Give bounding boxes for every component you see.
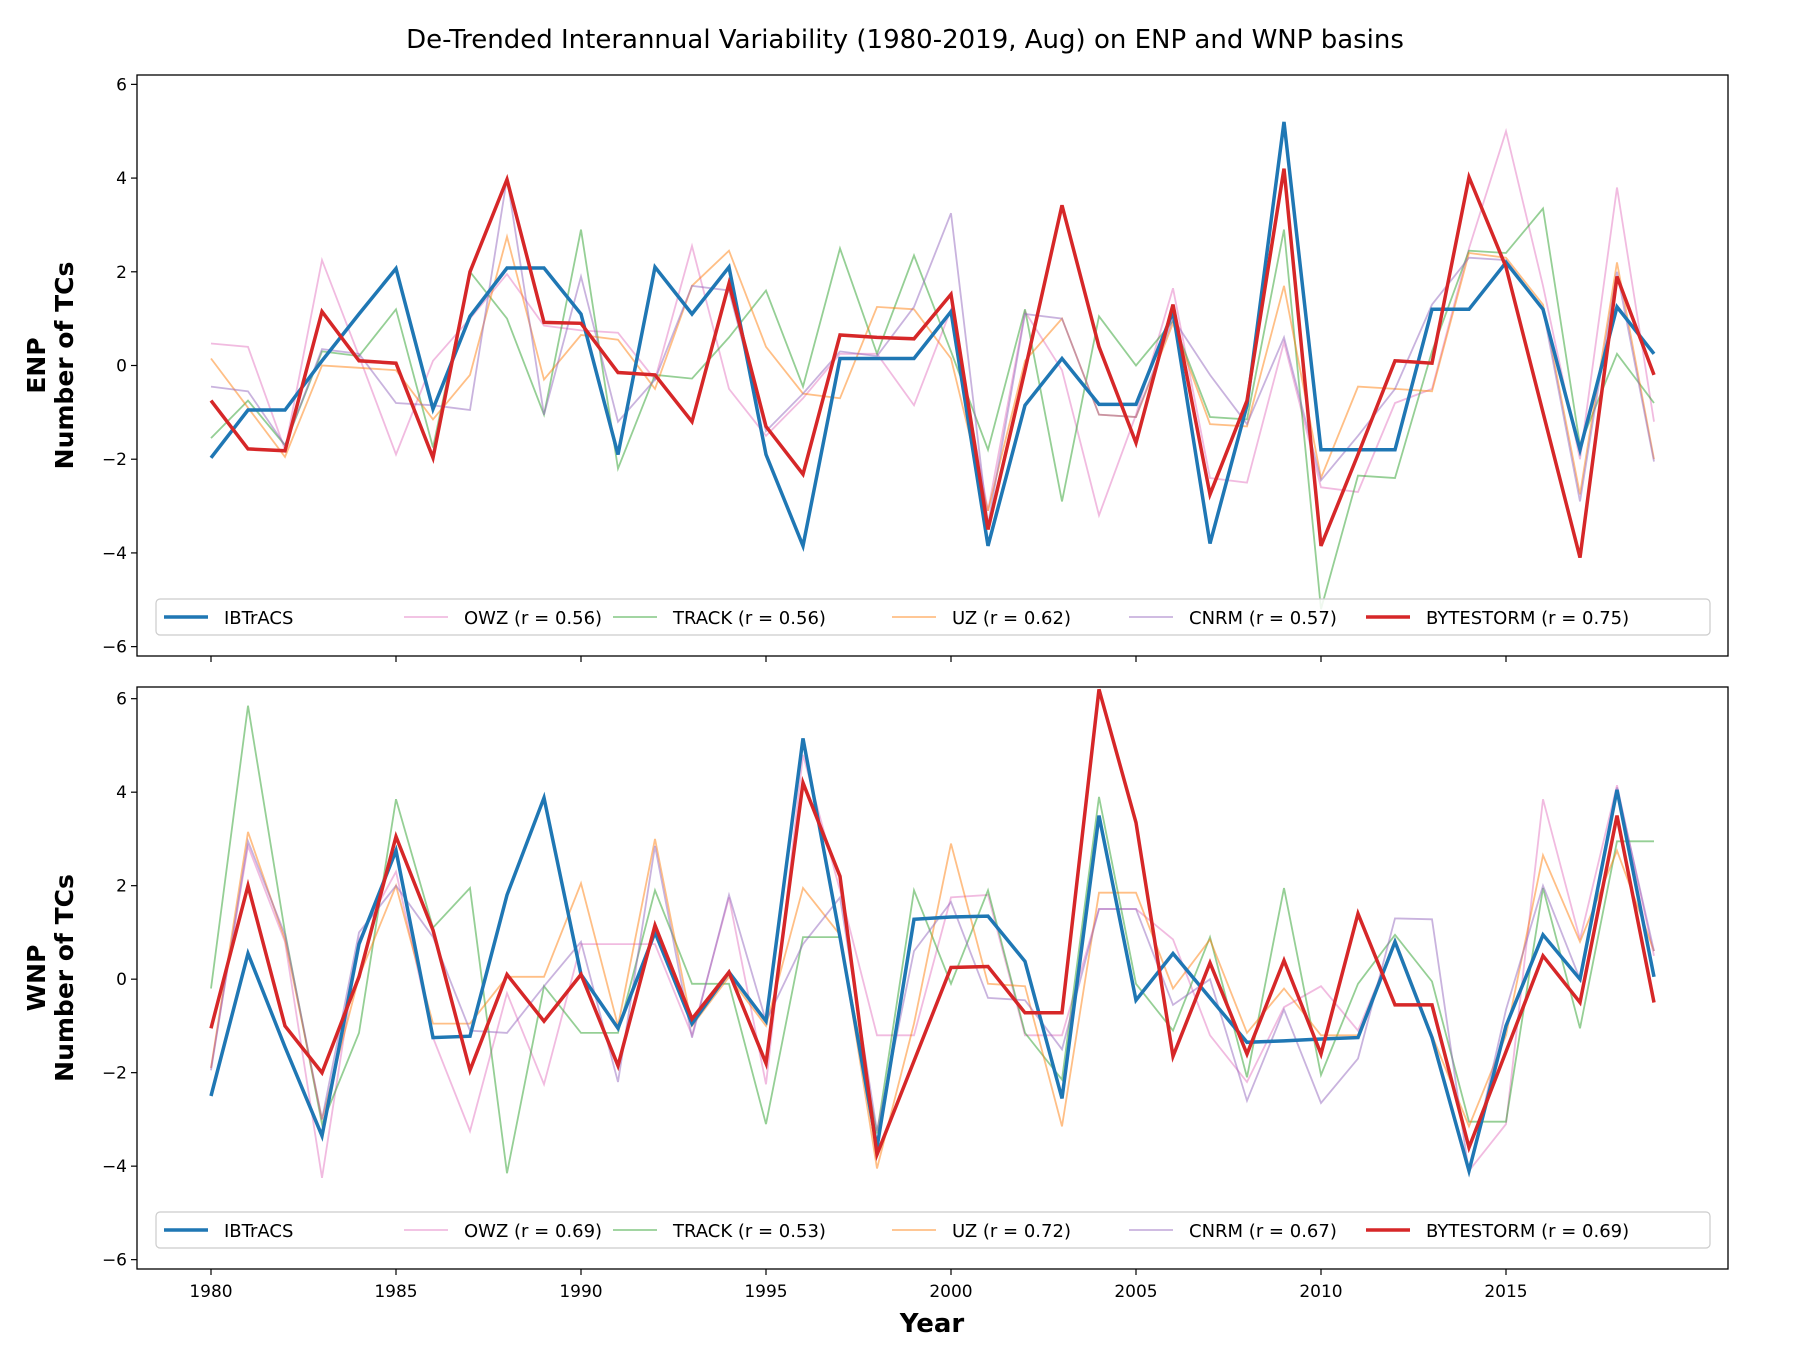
y-tick-label: −2: [102, 450, 127, 470]
legend: IBTrACS OWZ (r = 0.56) TRACK (r = 0.56) UZ …: [155, 598, 1711, 636]
y-tick-label: 6: [116, 690, 127, 710]
y-tick-label: −4: [102, 1157, 127, 1177]
y-axis-label-basin: ENP: [22, 337, 51, 393]
x-tick-label: 1985: [374, 1282, 417, 1302]
y-tick-label: −4: [102, 544, 127, 564]
legend-label-ibtracs: IBTrACS: [224, 608, 293, 629]
x-tick-label: 2010: [1299, 1282, 1342, 1302]
series-line-bytestorm: [209, 168, 1656, 559]
y-tick-label: 6: [116, 75, 127, 95]
y-tick-label: 4: [116, 783, 127, 803]
x-tick-label: 1980: [189, 1282, 232, 1302]
x-axis-label: Year: [899, 1309, 965, 1339]
legend-label-ibtracs: IBTrACS: [224, 1221, 293, 1242]
panel-enp: −6 −4 −2 0 2 4 6 ENPNumber of TCs IBTrACS OWZ (r …: [22, 74, 1729, 662]
x-tick-label: 1995: [744, 1282, 787, 1302]
axes-frame: [136, 74, 1729, 657]
series-group: [209, 121, 1656, 610]
legend-label-uz: UZ (r = 0.72): [952, 1221, 1071, 1242]
y-tick-label: −2: [102, 1064, 127, 1084]
series-line-track: [210, 705, 1654, 1174]
y-tick-label: 0: [116, 357, 127, 377]
legend-label-uz: UZ (r = 0.62): [952, 608, 1071, 629]
legend-label-bytestorm: BYTESTORM (r = 0.69): [1426, 1221, 1629, 1242]
x-tick-label: 2005: [1114, 1282, 1157, 1302]
series-line-owz: [210, 754, 1655, 1178]
y-axis-label-units: Number of TCs: [50, 262, 79, 470]
x-tick-label: 2000: [929, 1282, 972, 1302]
x-tick-label: 2015: [1484, 1282, 1527, 1302]
legend-label-track: TRACK (r = 0.56): [672, 608, 826, 629]
legend-label-track: TRACK (r = 0.53): [672, 1221, 826, 1242]
y-axis-label-basin: WNP: [22, 945, 51, 1012]
x-tick-label: 1990: [559, 1282, 602, 1302]
y-tick-label: −6: [102, 638, 127, 658]
legend: IBTrACS OWZ (r = 0.69) TRACK (r = 0.53) UZ …: [155, 1211, 1711, 1249]
legend-label-bytestorm: BYTESTORM (r = 0.75): [1426, 608, 1629, 629]
series-line-owz: [210, 127, 1655, 519]
axes-frame: [136, 686, 1729, 1270]
y-tick-label: 2: [116, 263, 127, 283]
y-axis-label-units: Number of TCs: [50, 874, 79, 1082]
series-group: [209, 688, 1656, 1178]
y-axis-label: ENPNumber of TCs: [22, 262, 79, 470]
series-line-cnrm: [210, 787, 1655, 1174]
y-axis-label: WNPNumber of TCs: [22, 874, 79, 1082]
y-tick-label: 4: [116, 169, 127, 189]
series-line-ibtracs: [209, 738, 1656, 1178]
y-tick-label: 0: [116, 970, 127, 990]
panel-wnp: −6 −4 −2 0 2 4 6 1980 1985 1990 1995 2000 2005 2010 20…: [22, 686, 1729, 1302]
series-line-cnrm: [210, 177, 1655, 525]
legend-label-cnrm: CNRM (r = 0.57): [1189, 608, 1337, 629]
y-tick-label: −6: [102, 1251, 127, 1271]
legend-label-owz: OWZ (r = 0.69): [464, 1221, 602, 1242]
y-tick-label: 2: [116, 877, 127, 897]
series-line-track: [210, 206, 1655, 610]
legend-label-owz: OWZ (r = 0.56): [464, 608, 602, 629]
legend-label-cnrm: CNRM (r = 0.67): [1189, 1221, 1337, 1242]
chart-title: De-Trended Interannual Variability (1980…: [406, 25, 1404, 55]
series-line-bytestorm: [209, 688, 1656, 1162]
